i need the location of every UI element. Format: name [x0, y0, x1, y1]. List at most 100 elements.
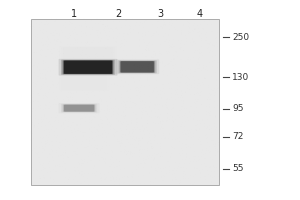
Point	[123, 114, 128, 117]
Point	[98, 148, 102, 151]
Point	[146, 42, 151, 45]
Point	[102, 89, 107, 92]
Point	[36, 120, 40, 124]
Point	[207, 51, 212, 54]
Point	[126, 94, 131, 97]
Point	[202, 28, 206, 31]
Point	[59, 55, 64, 59]
Point	[161, 73, 166, 76]
Point	[52, 38, 56, 42]
Point	[167, 98, 172, 101]
Point	[204, 147, 209, 150]
Point	[206, 84, 211, 87]
Point	[140, 107, 145, 110]
Point	[55, 27, 60, 31]
Point	[84, 70, 89, 74]
Point	[136, 137, 141, 140]
Point	[111, 91, 116, 94]
Point	[199, 113, 204, 116]
Point	[180, 155, 184, 159]
Point	[152, 87, 157, 90]
Point	[51, 34, 56, 37]
Point	[206, 42, 211, 46]
Point	[29, 182, 34, 185]
Point	[165, 94, 170, 97]
Point	[48, 105, 52, 108]
Point	[211, 63, 215, 66]
Point	[147, 98, 152, 102]
Point	[179, 28, 184, 31]
Point	[190, 183, 194, 186]
Point	[187, 107, 191, 111]
Point	[216, 86, 220, 89]
Point	[184, 177, 189, 180]
Point	[168, 125, 173, 128]
Point	[164, 151, 169, 154]
Point	[206, 96, 211, 99]
Point	[93, 91, 98, 94]
Point	[130, 175, 135, 179]
Point	[55, 32, 60, 35]
Point	[177, 123, 182, 126]
Point	[56, 101, 61, 104]
Point	[73, 103, 78, 106]
Point	[142, 184, 147, 187]
Point	[171, 58, 176, 61]
Point	[57, 77, 62, 80]
Point	[95, 112, 100, 116]
Point	[171, 155, 176, 159]
Point	[45, 74, 50, 77]
Point	[214, 139, 219, 142]
Point	[60, 125, 64, 129]
Point	[34, 22, 39, 25]
Point	[75, 124, 80, 127]
Point	[126, 175, 130, 178]
Point	[182, 49, 186, 52]
Point	[61, 52, 66, 55]
Point	[33, 61, 38, 64]
Point	[177, 182, 182, 185]
Point	[51, 167, 56, 170]
Point	[201, 153, 206, 156]
Point	[54, 140, 58, 143]
Point	[135, 74, 140, 77]
Point	[137, 148, 142, 152]
Point	[104, 100, 109, 104]
Point	[176, 162, 180, 165]
Point	[179, 123, 184, 126]
Point	[72, 93, 77, 97]
Point	[71, 91, 76, 95]
Point	[210, 160, 214, 163]
Point	[63, 42, 68, 45]
Point	[188, 67, 193, 71]
Point	[202, 47, 207, 50]
Point	[160, 26, 165, 29]
Point	[55, 97, 60, 101]
Point	[110, 83, 115, 86]
Point	[166, 137, 171, 140]
Point	[80, 171, 85, 174]
Point	[83, 77, 88, 81]
Point	[133, 100, 138, 103]
Point	[166, 29, 170, 32]
Point	[58, 155, 63, 158]
Point	[118, 77, 123, 81]
Point	[62, 25, 67, 28]
Point	[84, 56, 89, 60]
Point	[149, 29, 154, 32]
Point	[80, 51, 85, 54]
Point	[205, 136, 210, 139]
Point	[157, 92, 161, 95]
Point	[41, 43, 46, 47]
Point	[127, 183, 132, 186]
Point	[54, 111, 59, 114]
Point	[44, 169, 48, 173]
Point	[33, 109, 38, 112]
Point	[80, 88, 85, 91]
Point	[29, 109, 34, 113]
Point	[126, 43, 131, 46]
Point	[95, 102, 100, 105]
Point	[85, 115, 90, 118]
Point	[161, 22, 166, 25]
Point	[149, 174, 154, 178]
